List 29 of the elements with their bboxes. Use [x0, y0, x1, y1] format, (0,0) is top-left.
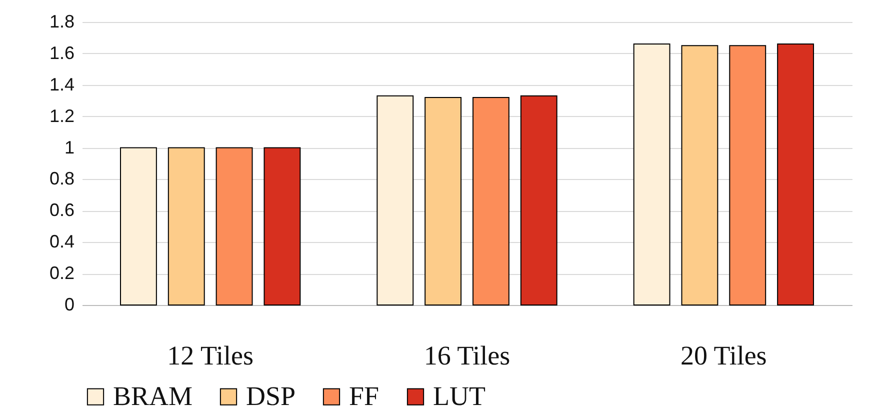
- y-tick-label: 0.8: [49, 168, 74, 189]
- bar: [472, 96, 510, 306]
- bar: [777, 44, 814, 306]
- y-tick-label: 0.6: [49, 200, 74, 220]
- bar: [216, 147, 253, 306]
- bar: [168, 147, 205, 306]
- bar: [120, 147, 157, 306]
- legend-label: DSP: [246, 380, 296, 411]
- y-tick-label: 1.4: [49, 74, 74, 94]
- legend-label: FF: [349, 380, 380, 411]
- y-tick-label: 1: [64, 137, 74, 158]
- bar: [729, 45, 766, 306]
- x-tick-label: 16 Tiles: [424, 340, 510, 370]
- y-tick-label: 0: [64, 294, 74, 314]
- bar: [376, 95, 414, 306]
- bar: [264, 147, 301, 306]
- y-tick-label: 0.4: [49, 232, 74, 252]
- bar: [424, 96, 462, 306]
- y-tick-label: 1.8: [49, 12, 74, 32]
- bar: [633, 44, 670, 306]
- x-tick-label: 12 Tiles: [167, 340, 254, 370]
- y-tick-label: 0.2: [49, 263, 74, 284]
- legend-label: BRAM: [113, 380, 193, 411]
- x-tick-label: 20 Tiles: [680, 340, 767, 370]
- y-tick-label: 1.6: [49, 42, 74, 63]
- legend-label: LUT: [433, 380, 486, 411]
- bar: [520, 95, 558, 306]
- bar: [681, 45, 718, 306]
- y-tick-label: 1.2: [49, 106, 74, 126]
